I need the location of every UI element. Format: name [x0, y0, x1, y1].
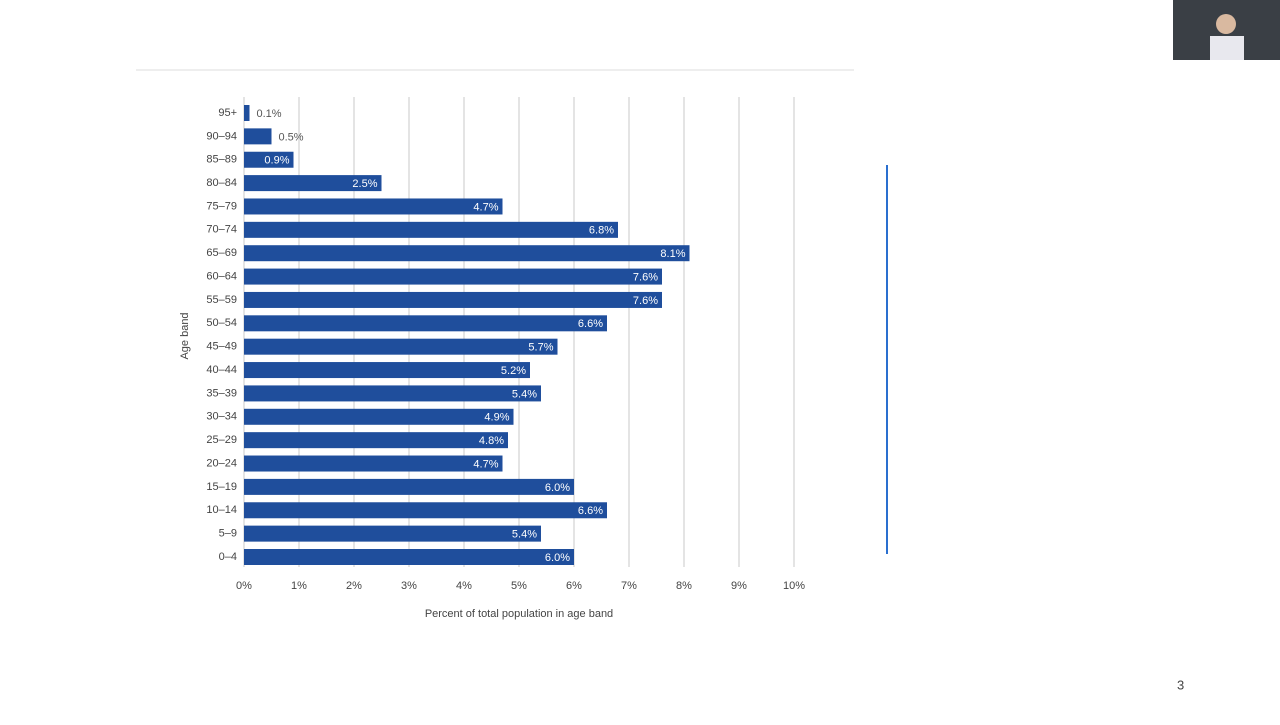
bar [244, 221, 618, 238]
y-tick-label: 5–9 [219, 528, 237, 540]
value-label: 5.2% [501, 365, 526, 377]
y-tick-label: 75–79 [206, 200, 237, 212]
x-axis-title: Percent of total population in age band [425, 608, 613, 620]
x-tick-label: 3% [401, 580, 417, 592]
bar [244, 549, 574, 565]
y-tick-label: 80–84 [206, 177, 237, 189]
y-tick-label: 90–94 [206, 130, 237, 142]
value-label: 7.6% [633, 271, 658, 283]
y-tick-label: 70–74 [206, 224, 237, 236]
bar [244, 455, 503, 472]
bar [244, 198, 503, 215]
bar [244, 175, 382, 192]
bar [244, 268, 662, 285]
x-tick-label: 9% [731, 580, 747, 592]
value-label: 4.8% [479, 435, 504, 447]
y-tick-label: 95+ [218, 107, 237, 119]
value-label: 0.9% [264, 155, 289, 167]
value-label: 4.7% [473, 458, 498, 470]
x-tick-label: 1% [291, 580, 307, 592]
page-number: 3 [1177, 677, 1184, 692]
y-tick-label: 15–19 [206, 481, 237, 493]
bar [244, 338, 558, 355]
x-tick-label: 5% [511, 580, 527, 592]
bar [244, 478, 574, 495]
y-tick-label: 85–89 [206, 154, 237, 166]
bar [244, 502, 607, 519]
value-label: 6.6% [578, 505, 603, 517]
bar [244, 385, 541, 402]
value-label: 4.9% [484, 412, 509, 424]
x-tick-label: 4% [456, 580, 472, 592]
bar [244, 105, 250, 121]
value-label: 5.4% [512, 529, 537, 541]
value-label: 5.7% [528, 342, 553, 354]
y-tick-label: 30–34 [206, 411, 237, 423]
value-label: 7.6% [633, 295, 658, 307]
plot: 0% 1% 2% 3% 4% 5% 6% 7% 8% 9% 10% 95+ 0.1% 90–94 0.5% 8… [206, 97, 805, 592]
value-label: 2.5% [352, 178, 377, 190]
x-tick-label: 10% [783, 580, 805, 592]
x-tick-label: 8% [676, 580, 692, 592]
value-label: 5.4% [512, 388, 537, 400]
x-tick-label: 7% [621, 580, 637, 592]
bar [244, 408, 514, 425]
bar [244, 315, 607, 332]
y-tick-label: 60–64 [206, 270, 237, 282]
value-label: 6.0% [545, 482, 570, 494]
bar [244, 245, 690, 262]
bar [244, 151, 294, 168]
y-tick-label: 40–44 [206, 364, 237, 376]
webcam-person-body [1210, 36, 1244, 60]
bar [244, 525, 541, 542]
y-tick-label: 65–69 [206, 247, 237, 259]
value-label: 0.5% [279, 131, 304, 143]
value-label: 6.0% [545, 552, 570, 564]
value-label: 0.1% [257, 108, 282, 120]
y-tick-label: 0–4 [219, 551, 237, 563]
y-tick-label: 50–54 [206, 317, 237, 329]
value-label: 8.1% [660, 248, 685, 260]
bar [244, 128, 272, 145]
bar [244, 432, 508, 449]
value-label: 4.7% [473, 201, 498, 213]
y-tick-label: 45–49 [206, 341, 237, 353]
y-tick-label: 35–39 [206, 387, 237, 399]
x-tick-label: 2% [346, 580, 362, 592]
webcam-person [1216, 14, 1236, 34]
y-tick-label: 25–29 [206, 434, 237, 446]
y-tick-label: 10–14 [206, 504, 237, 516]
y-axis-title: Age band [179, 312, 191, 359]
y-tick-label: 20–24 [206, 457, 237, 469]
bar [244, 291, 662, 308]
y-tick-label: 55–59 [206, 294, 237, 306]
value-label: 6.8% [589, 225, 614, 237]
bar [244, 362, 530, 379]
x-tick-label: 6% [566, 580, 582, 592]
value-label: 6.6% [578, 318, 603, 330]
x-tick-label: 0% [236, 580, 252, 592]
